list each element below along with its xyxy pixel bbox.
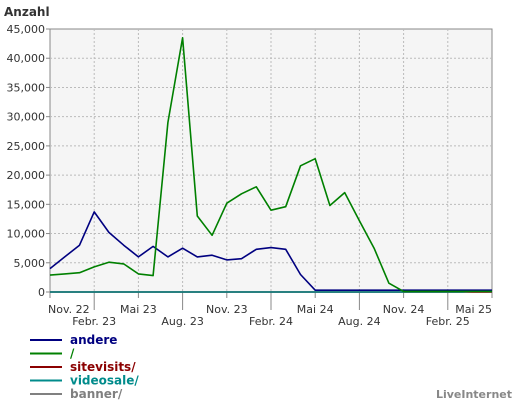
x-tick-label: Mai 23 [120, 303, 157, 316]
legend: andere/sitevisits/videosale/banner/ [30, 333, 139, 401]
legend-label: sitevisits/ [70, 360, 136, 374]
y-axis-title: Anzahl [4, 5, 50, 19]
y-tick-label: 0 [38, 286, 45, 299]
series-line-1 [49, 36, 492, 293]
legend-label: / [70, 347, 75, 361]
series-line-0 [49, 211, 492, 292]
y-tick-label: 35,000 [7, 81, 46, 94]
legend-label: banner/ [70, 387, 123, 401]
y-tick-label: 40,000 [7, 52, 46, 65]
legend-label: andere [70, 333, 117, 347]
legend-label: videosale/ [70, 374, 139, 388]
x-tick-label: Nov. 22 [48, 303, 90, 316]
y-tick-label: 5,000 [14, 257, 46, 270]
x-tick-label: Febr. 24 [249, 315, 293, 328]
credit-label: LiveInternet [436, 388, 512, 401]
x-tick-label: Mai 25 [455, 303, 492, 316]
x-tick-label: Febr. 23 [72, 315, 116, 328]
x-tick-label: Mai 24 [297, 303, 334, 316]
y-tick-label: 10,000 [7, 228, 46, 241]
y-tick-label: 30,000 [7, 111, 46, 124]
x-tick-label: Nov. 24 [383, 303, 425, 316]
y-tick-label: 15,000 [7, 198, 46, 211]
x-tick-label: Aug. 24 [338, 315, 380, 328]
y-tick-labels: 0 5,000 10,000 15,000 20,000 25,000 30,000 35,0… [7, 23, 46, 299]
y-tick-label: 25,000 [7, 140, 46, 153]
x-tick-label: Nov. 23 [206, 303, 248, 316]
grid-lines [46, 28, 493, 310]
y-tick-label: 45,000 [7, 23, 46, 36]
x-tick-label: Aug. 23 [161, 315, 203, 328]
y-tick-label: 20,000 [7, 169, 46, 182]
plot-area [49, 28, 493, 293]
series-lines [49, 36, 493, 293]
x-tick-label: Febr. 25 [426, 315, 470, 328]
